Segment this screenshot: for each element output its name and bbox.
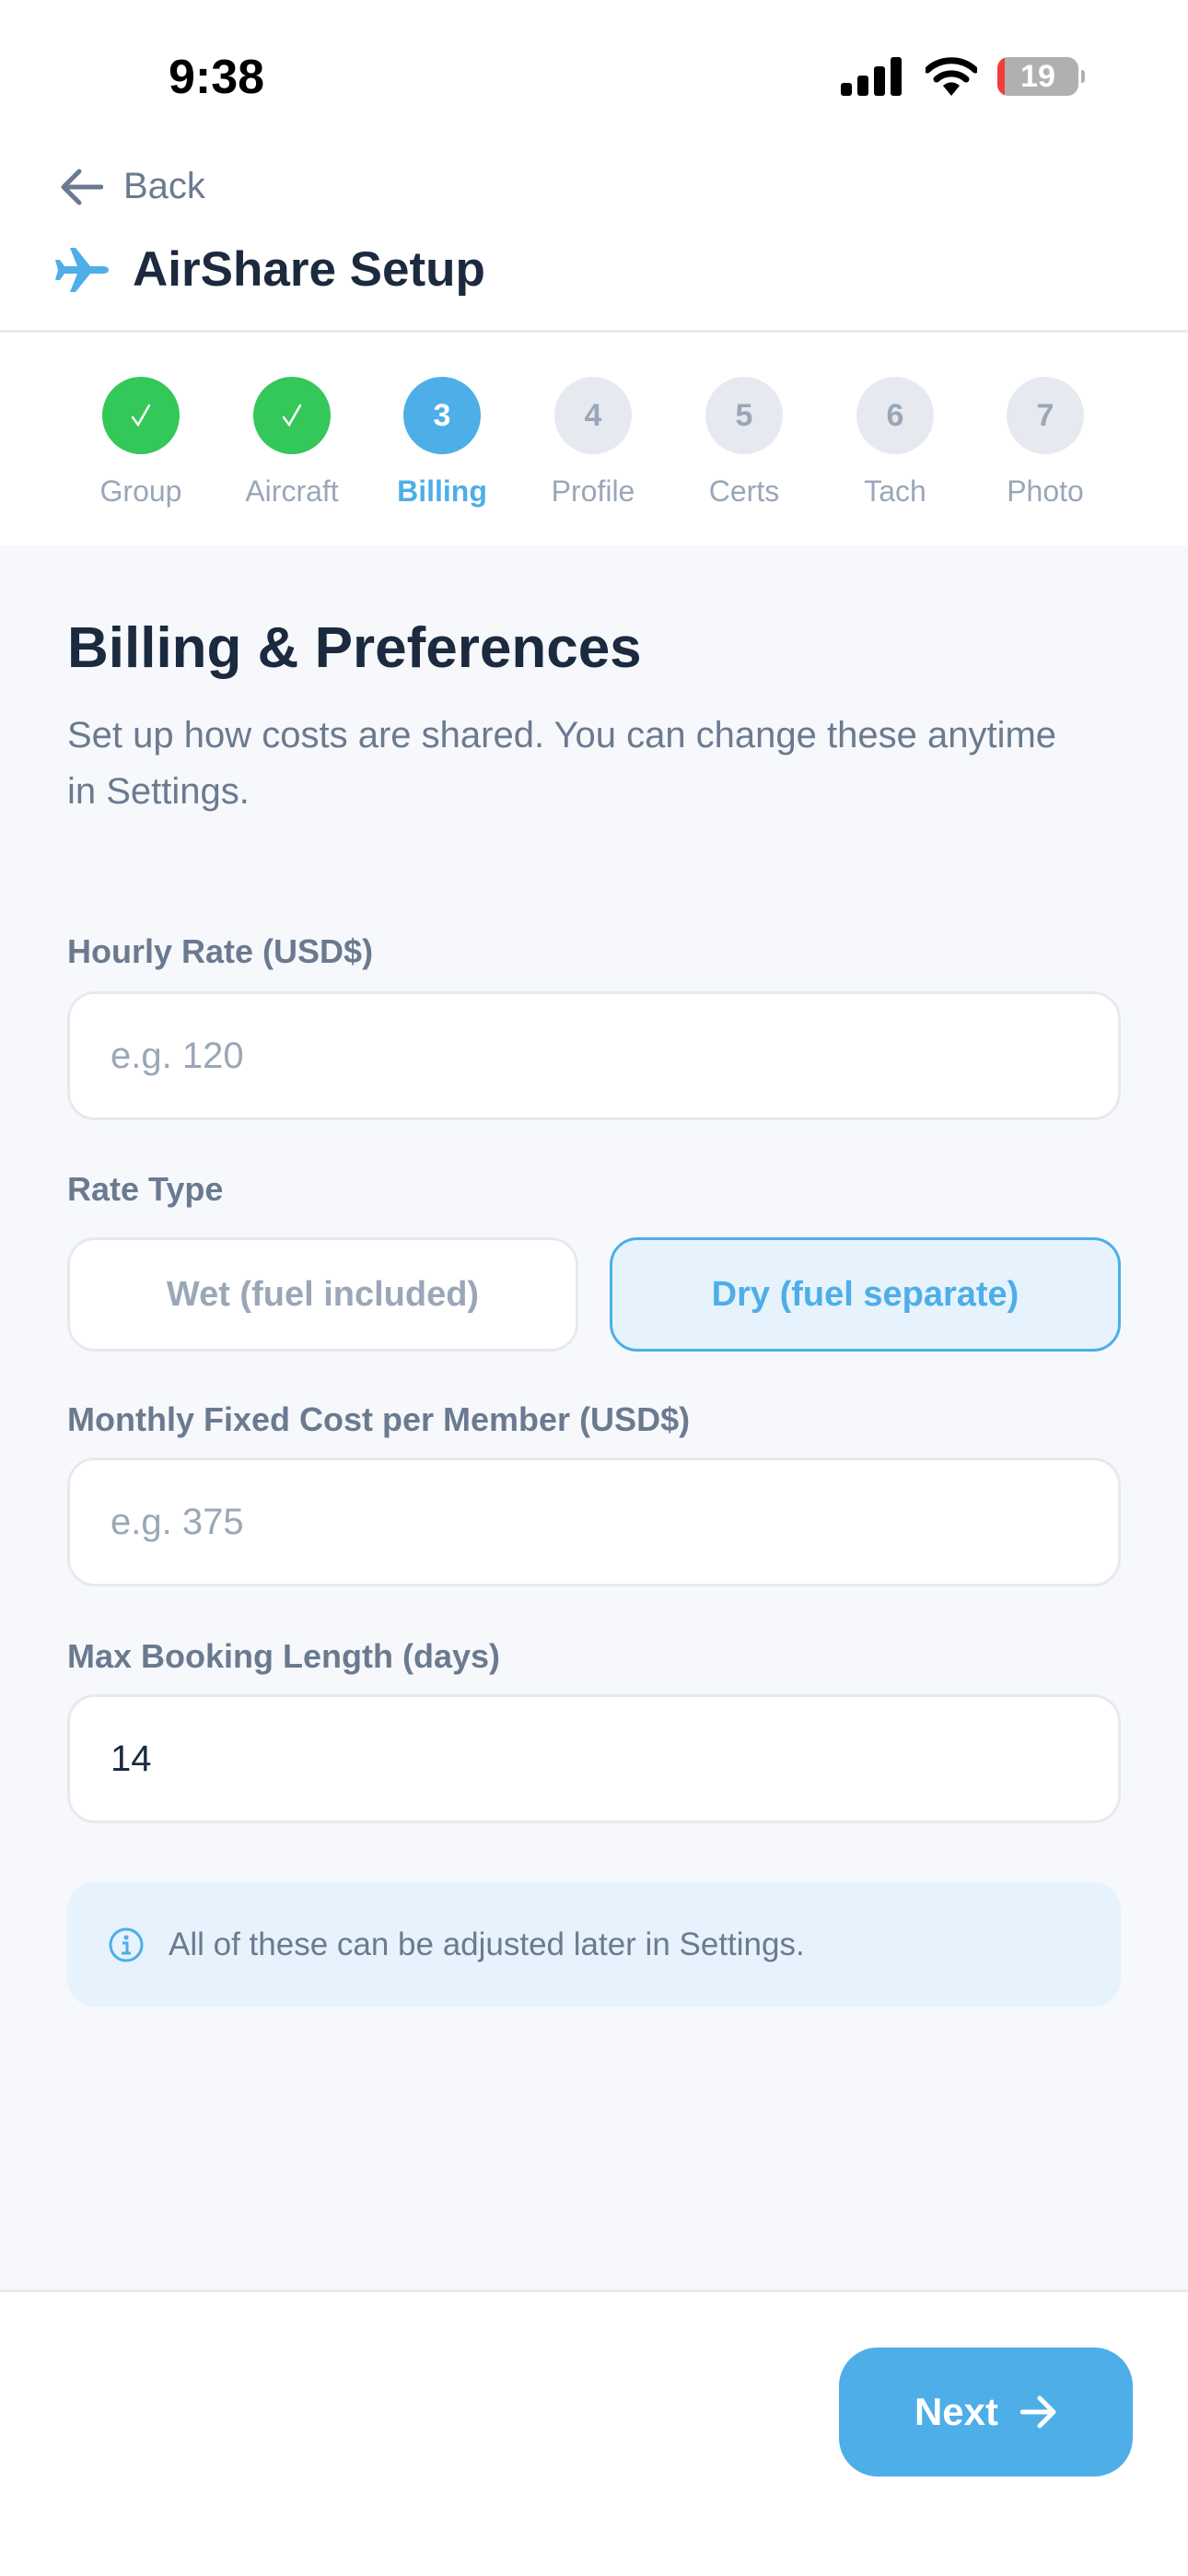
step-number: 6 — [886, 397, 904, 433]
info-icon — [109, 1927, 144, 1961]
footer-divider — [0, 2289, 1188, 2292]
header-divider — [0, 330, 1188, 333]
step-circle: 7 — [1007, 377, 1084, 454]
back-button[interactable]: Back — [61, 166, 205, 207]
section-heading: Billing & Preferences — [67, 616, 642, 680]
arrow-right-icon — [1020, 2395, 1056, 2429]
step-certs: 5 Certs — [670, 377, 818, 509]
check-icon — [131, 404, 151, 427]
battery-cap — [1081, 70, 1085, 83]
status-time: 9:38 — [169, 51, 265, 104]
monthly-fixed-label: Monthly Fixed Cost per Member (USD$) — [67, 1400, 691, 1438]
airplane-icon — [55, 247, 109, 292]
step-circle — [102, 377, 180, 454]
step-tach: 6 Tach — [821, 377, 969, 509]
monthly-fixed-input[interactable] — [67, 1458, 1121, 1587]
step-number: 5 — [735, 397, 753, 433]
next-label: Next — [914, 2390, 999, 2433]
rate-type-dry-option[interactable]: Dry (fuel separate) — [610, 1237, 1121, 1352]
step-label: Tach — [864, 474, 926, 508]
step-profile: 4 Profile — [519, 377, 667, 509]
step-group: Group — [67, 377, 215, 509]
step-label: Profile — [551, 474, 635, 508]
info-banner: All of these can be adjusted later in Se… — [67, 1882, 1121, 2007]
status-icons: 19 — [841, 57, 1085, 96]
step-label: Certs — [708, 474, 780, 508]
step-label: Group — [99, 474, 182, 508]
step-circle — [253, 377, 331, 454]
page-title: AirShare Setup — [133, 242, 485, 297]
check-icon — [282, 404, 302, 427]
step-number: 7 — [1036, 397, 1054, 433]
step-label: Photo — [1007, 474, 1084, 508]
step-circle: 4 — [554, 377, 632, 454]
section-subtitle: Set up how costs are shared. You can cha… — [67, 715, 1057, 812]
hourly-rate-input[interactable] — [67, 991, 1121, 1120]
step-billing: 3 Billing — [368, 377, 516, 509]
step-circle: 3 — [403, 377, 481, 454]
arrow-left-icon — [61, 169, 103, 205]
info-text: All of these can be adjusted later in Se… — [169, 1926, 805, 1962]
battery-indicator: 19 — [997, 57, 1078, 96]
max-booking-input[interactable] — [67, 1694, 1121, 1823]
app-header: AirShare Setup — [55, 241, 485, 298]
cellular-signal-icon — [841, 57, 902, 96]
progress-stepper: Group Aircraft 3 Billing 4 Profile 5 Certs 6 Tach… — [0, 333, 1188, 545]
billing-form: Billing & Preferences Set up how costs a… — [0, 545, 1188, 2290]
step-aircraft: Aircraft — [218, 377, 366, 509]
back-label: Back — [123, 166, 205, 206]
wifi-icon — [926, 57, 977, 96]
next-button[interactable]: Next — [839, 2348, 1133, 2476]
rate-type-wet-option[interactable]: Wet (fuel included) — [67, 1237, 578, 1352]
step-photo: 7 Photo — [972, 377, 1119, 509]
step-circle: 6 — [856, 377, 934, 454]
hourly-rate-label: Hourly Rate (USD$) — [67, 932, 374, 970]
step-number: 3 — [433, 397, 451, 433]
step-label: Billing — [397, 474, 487, 508]
step-label: Aircraft — [245, 474, 339, 508]
step-number: 4 — [584, 397, 602, 433]
rate-type-label: Rate Type — [67, 1170, 224, 1208]
max-booking-label: Max Booking Length (days) — [67, 1637, 501, 1675]
battery-level: 19 — [1020, 58, 1055, 94]
step-circle: 5 — [705, 377, 783, 454]
